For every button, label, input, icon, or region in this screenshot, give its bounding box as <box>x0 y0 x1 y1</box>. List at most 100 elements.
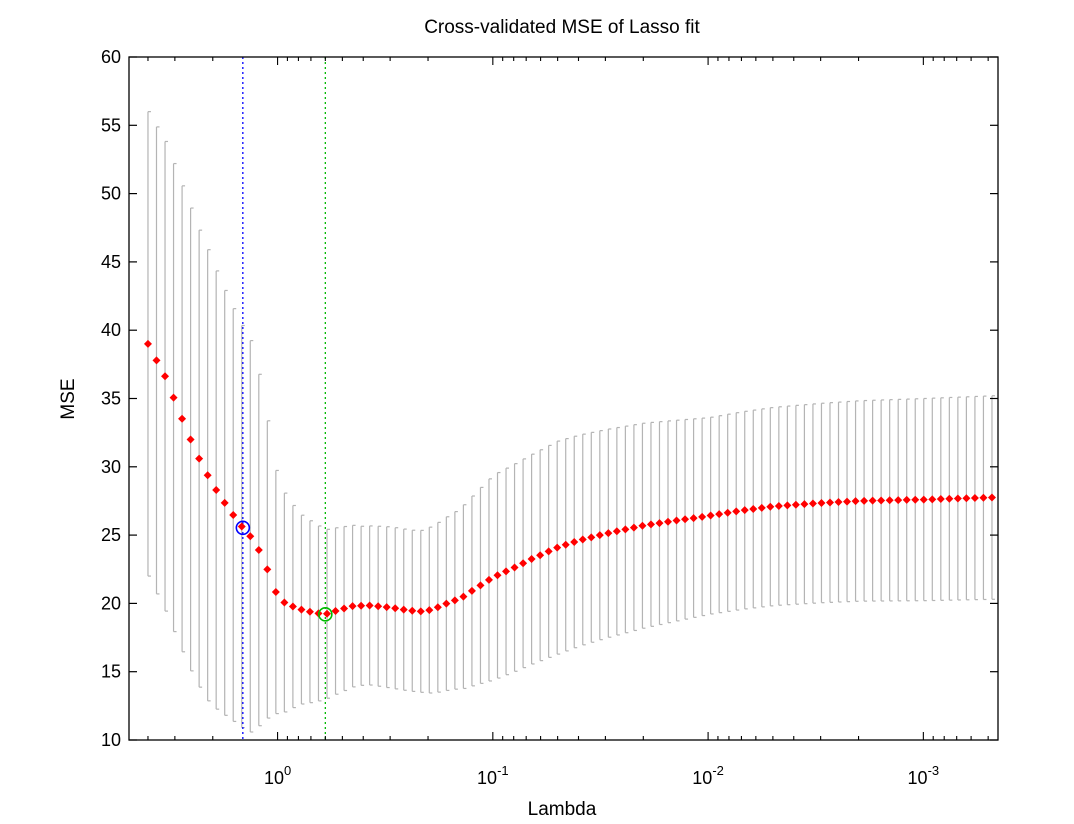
mse-point <box>527 555 536 564</box>
mse-point <box>638 521 647 530</box>
mse-point <box>604 529 613 538</box>
mse-point <box>791 500 800 509</box>
x-axis-ticks: 100 10-1 10-2 10-3 <box>147 57 989 788</box>
mse-point <box>919 495 928 504</box>
mse-point <box>877 496 886 505</box>
mse-point <box>280 598 289 607</box>
reference-lines <box>242 57 326 740</box>
mse-point <box>169 393 178 402</box>
mse-point <box>237 522 246 531</box>
x-tick-label: 10-2 <box>692 763 724 788</box>
mse-point <box>433 603 442 612</box>
error-bars <box>147 111 995 733</box>
mse-point <box>962 494 971 503</box>
y-tick-label: 10 <box>101 730 121 750</box>
mse-point <box>442 599 451 608</box>
mse-point <box>143 339 152 348</box>
mse-point <box>467 586 476 595</box>
y-tick-label: 40 <box>101 320 121 340</box>
mse-point <box>970 494 979 503</box>
y-tick-label: 35 <box>101 389 121 409</box>
mse-point <box>305 607 314 616</box>
y-tick-label: 60 <box>101 47 121 67</box>
x-tick-label: 100 <box>264 763 291 788</box>
mse-point <box>953 494 962 503</box>
mse-point <box>476 581 485 590</box>
mse-point <box>587 533 596 542</box>
mse-point <box>885 496 894 505</box>
lambda-min-marker <box>318 607 333 622</box>
mse-point <box>698 512 707 521</box>
mse-point <box>502 567 511 576</box>
mse-point <box>203 471 212 480</box>
mse-point <box>706 511 715 520</box>
mse-point <box>612 527 621 536</box>
mse-point <box>254 546 263 555</box>
mse-point <box>774 501 783 510</box>
mse-point <box>860 496 869 505</box>
mse-point <box>374 602 383 611</box>
mse-point <box>178 414 187 423</box>
mse-point <box>646 520 655 529</box>
mse-point <box>808 499 817 508</box>
mse-point <box>365 601 374 610</box>
mse-point <box>348 602 357 611</box>
mse-point <box>271 588 280 597</box>
y-tick-label: 55 <box>101 115 121 135</box>
mse-point <box>229 511 238 520</box>
y-tick-label: 15 <box>101 662 121 682</box>
mse-point <box>544 547 553 556</box>
mse-point <box>894 496 903 505</box>
mse-point <box>757 503 766 512</box>
mse-point <box>161 372 170 381</box>
mse-point <box>715 510 724 519</box>
mse-point <box>263 565 272 574</box>
mse-point <box>868 496 877 505</box>
mse-point <box>246 532 255 541</box>
mse-point <box>783 501 792 510</box>
chart-title: Cross-validated MSE of Lasso fit <box>424 17 700 38</box>
mse-point <box>987 493 996 502</box>
mse-point <box>536 551 545 560</box>
y-tick-label: 45 <box>101 252 121 272</box>
mse-point <box>553 543 562 552</box>
mse-point <box>740 506 749 515</box>
mse-point <box>510 563 519 572</box>
y-tick-label: 50 <box>101 184 121 204</box>
mse-point <box>681 515 690 524</box>
mse-point <box>595 531 604 540</box>
mse-point <box>851 497 860 506</box>
mse-point <box>331 606 340 615</box>
mse-point <box>357 601 366 610</box>
lambda-1se-marker <box>235 520 251 536</box>
mse-point <box>391 604 400 613</box>
mse-point <box>672 516 681 525</box>
mse-point <box>399 605 408 614</box>
mean-mse-points <box>143 339 996 618</box>
mse-point <box>450 596 459 605</box>
mse-point <box>655 519 664 528</box>
mse-point <box>945 494 954 503</box>
mse-point <box>459 592 468 601</box>
mse-point <box>152 356 161 365</box>
mse-point <box>195 454 204 463</box>
mse-point <box>979 493 988 502</box>
mse-point <box>570 537 579 546</box>
mse-point <box>834 498 843 507</box>
y-tick-label: 25 <box>101 525 121 545</box>
mse-point <box>186 435 195 444</box>
x-axis-label: Lambda <box>528 799 597 820</box>
mse-point <box>484 575 493 584</box>
mse-point <box>723 508 732 517</box>
mse-point <box>323 609 332 618</box>
y-tick-label: 20 <box>101 593 121 613</box>
mse-point <box>817 498 826 507</box>
mse-point <box>732 507 741 516</box>
mse-point <box>578 535 587 544</box>
mse-point <box>664 517 673 526</box>
x-tick-label: 10-3 <box>908 763 940 788</box>
mse-point <box>843 497 852 506</box>
mse-point <box>220 498 229 507</box>
mse-point <box>561 540 570 549</box>
